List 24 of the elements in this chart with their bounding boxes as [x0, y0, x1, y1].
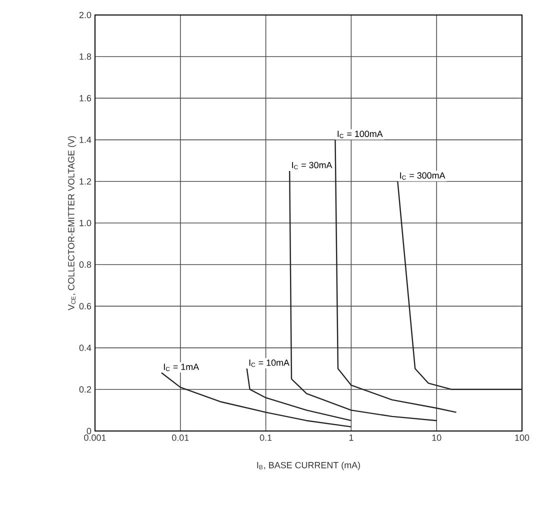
x-tick-label: 0.01	[172, 434, 189, 441]
y-tick-label: 0.4	[79, 344, 92, 351]
y-tick-label: 0.8	[79, 261, 92, 268]
series-label: I$_{C}$ = 10mA	[249, 359, 290, 367]
y-axis-title: V$_{CE}$, COLLECTOR-EMITTER VOLTAGE (V)	[68, 136, 76, 310]
series-label: I$_{C}$ = 30mA	[292, 162, 332, 170]
y-tick-label: 0	[86, 428, 92, 434]
x-tick-label: 1	[349, 434, 354, 441]
series-label: I$_{C}$ = 100mA	[338, 130, 383, 138]
y-tick-label: 0.6	[79, 303, 92, 310]
y-tick-label: 2.0	[79, 12, 92, 18]
series-label: I$_{C}$ = 300mA	[400, 172, 446, 180]
y-tick-label: 1.4	[80, 136, 92, 143]
x-tick-label: 10	[432, 434, 442, 441]
y-tick-label: 0.2	[79, 386, 92, 393]
series-label: I$_{C}$ = 1mA	[164, 364, 200, 372]
x-axis-title: I$_{B}$, BASE CURRENT (mA)	[257, 462, 360, 470]
x-tick-label: 100	[515, 434, 530, 441]
x-tick-label: 0.001	[84, 434, 106, 441]
y-tick-label: 1.8	[80, 53, 92, 60]
y-tick-label: 1.6	[80, 95, 92, 102]
x-tick-label: 0.1	[260, 434, 272, 441]
y-tick-label: 1.0	[80, 220, 92, 226]
y-tick-label: 1.2	[80, 178, 92, 185]
